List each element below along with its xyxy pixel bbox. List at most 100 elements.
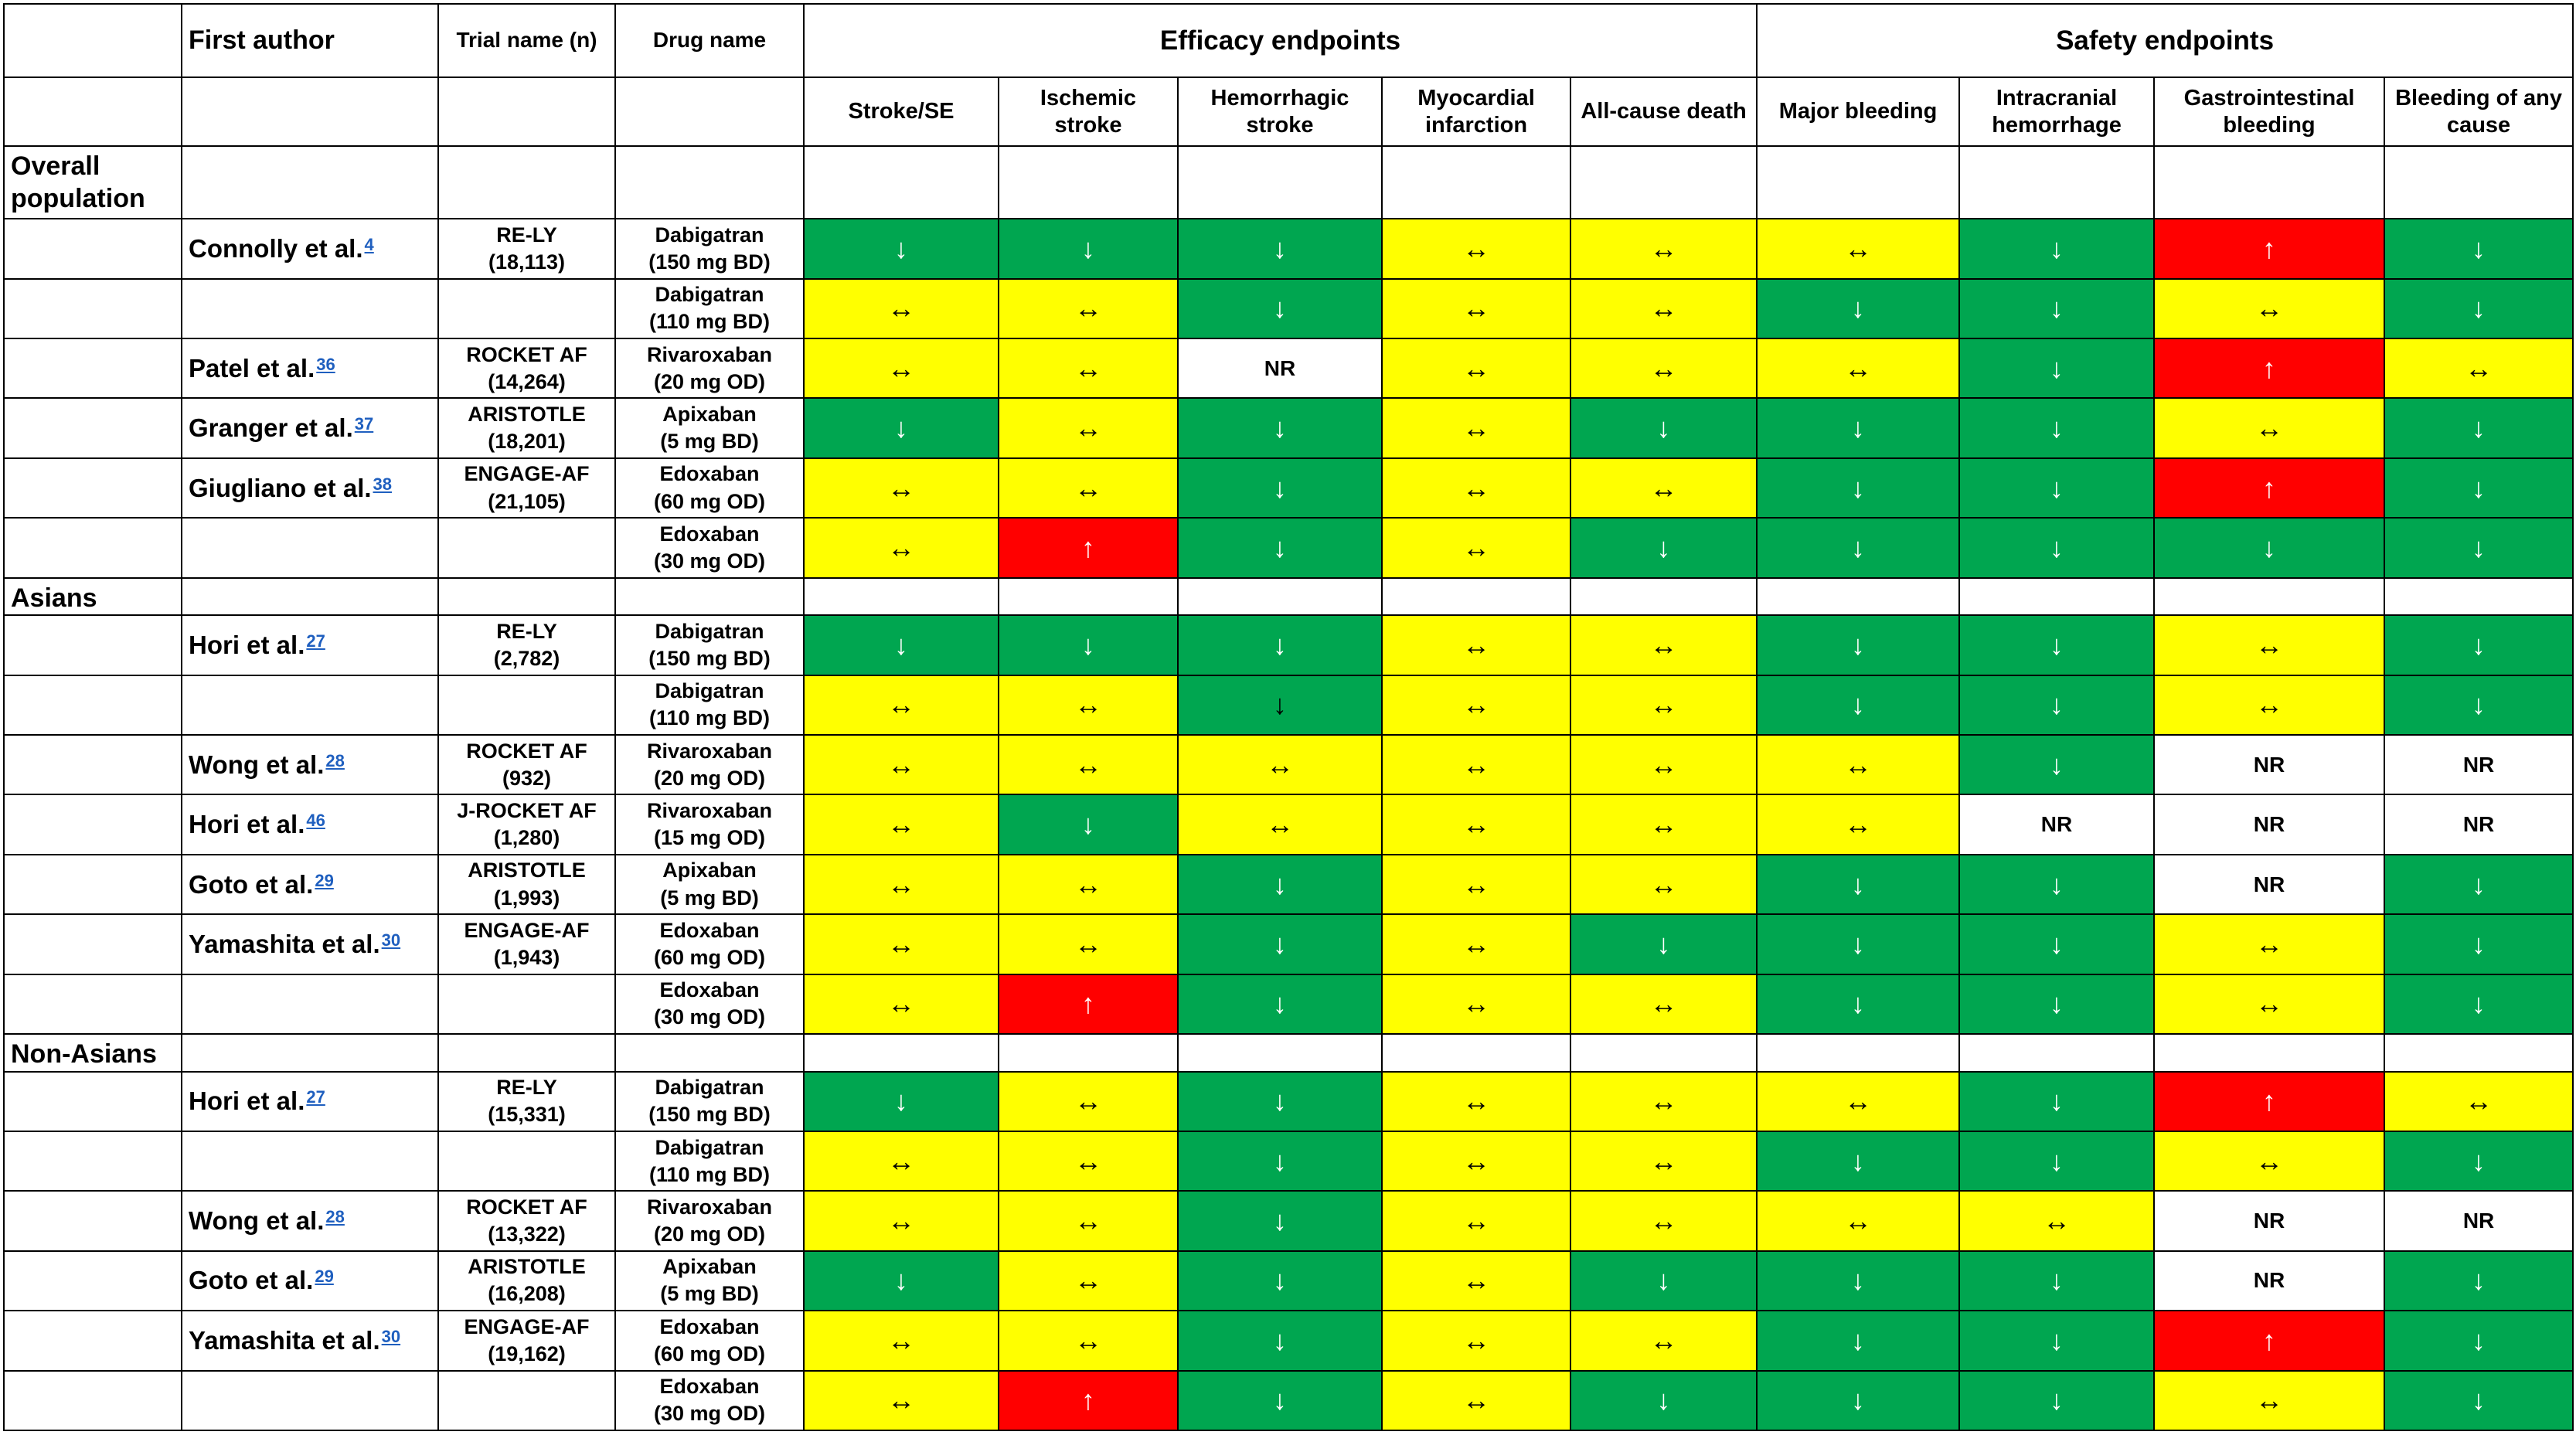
arrow-both-icon: ↔ (1266, 808, 1294, 841)
arrow-down-icon: ↓ (1851, 1384, 1866, 1416)
trial-name-cell: ARISTOTLE (16,208) (437, 1250, 616, 1312)
reference-link[interactable]: 30 (381, 1326, 401, 1346)
drug-name: Rivaroxaban (646, 1195, 773, 1219)
table-row: Goto et al.29 ARISTOTLE (16,208) Apixaban (5… (3, 1250, 2574, 1312)
endpoint-result-cell: ↓ (2384, 1131, 2574, 1192)
endpoint-result-cell: ↓ (1958, 614, 2156, 676)
trial-name-cell (437, 1369, 616, 1432)
arrow-up-icon: ↑ (2262, 352, 2277, 384)
endpoint-result-cell: ↓ (2384, 1310, 2574, 1372)
reference-link[interactable]: 4 (364, 235, 374, 255)
arrow-both-icon: ↔ (2255, 412, 2284, 444)
endpoint-result-cell: ↔ (998, 1310, 1179, 1372)
arrow-down-icon: ↓ (2050, 927, 2064, 960)
trial-n: (21,105) (488, 489, 566, 513)
reference-link[interactable]: 30 (381, 930, 401, 950)
drug-name-cell: Edoxaban (30 mg OD) (614, 1369, 805, 1432)
arrow-down-icon: ↓ (1851, 1144, 1866, 1177)
arrow-both-icon: ↔ (1844, 1085, 1873, 1117)
endpoint-result-cell: ↔ (998, 734, 1179, 796)
endpoint-result-cell: ↔ (1756, 1070, 1961, 1133)
endpoint-gastrointestinal-bleeding: Gastrointestinal bleeding (2153, 77, 2386, 147)
endpoint-result-cell: ↓ (803, 1250, 999, 1312)
arrow-down-icon: ↓ (2472, 531, 2486, 563)
drug-name: Dabigatran (655, 679, 764, 703)
drug-name-cell: Dabigatran (150 mg BD) (614, 614, 805, 676)
arrow-down-icon: ↓ (1273, 1085, 1287, 1117)
author-name: Yamashita et al. (189, 1325, 380, 1355)
endpoint-result-cell: ↓ (2384, 674, 2574, 736)
arrow-both-icon: ↔ (1649, 1205, 1678, 1237)
endpoint-result-cell: ↔ (1569, 734, 1758, 796)
section-empty-cell (437, 1032, 616, 1073)
endpoint-result-cell: ↓ (998, 794, 1179, 855)
endpoint-result-cell: ↓ (1177, 1070, 1383, 1133)
arrow-down-icon: ↓ (1273, 868, 1287, 900)
arrow-both-icon: ↔ (1649, 868, 1678, 900)
drug-name: Dabigatran (655, 619, 764, 643)
reference-link[interactable]: 36 (316, 354, 335, 374)
arrow-down-icon: ↓ (2050, 1264, 2064, 1297)
arrow-down-icon: ↓ (1656, 1264, 1671, 1297)
reference-link[interactable]: 29 (315, 870, 334, 890)
endpoint-result-cell: ↔ (1569, 277, 1758, 340)
endpoint-result-cell: ↓ (1958, 1310, 2156, 1372)
author-name: Goto et al. (189, 1266, 314, 1295)
first-author-cell: Hori et al.27 (181, 614, 439, 676)
arrow-both-icon: ↔ (2255, 629, 2284, 661)
arrow-down-icon: ↓ (2050, 531, 2064, 563)
reference-link[interactable]: 28 (325, 1207, 345, 1227)
drug-dose: (20 mg OD) (653, 766, 766, 790)
endpoint-result-cell: ↑ (2153, 338, 2386, 400)
endpoint-result-cell: ↓ (1756, 674, 1961, 736)
endpoint-result-cell: ↓ (1958, 913, 2156, 975)
endpoint-result-cell: ↔ (1381, 674, 1571, 736)
section-empty-cell (2384, 576, 2574, 617)
table-row: Edoxaban (30 mg OD) ↔ ↑ ↓ ↔ ↔ ↓ ↓ ↔ ↓ (3, 973, 2574, 1035)
reference-link[interactable]: 37 (354, 414, 374, 434)
arrow-down-icon: ↓ (1273, 1144, 1287, 1177)
arrow-down-icon: ↓ (894, 1085, 908, 1117)
arrow-both-icon: ↔ (1074, 927, 1102, 960)
endpoint-result-cell: ↔ (803, 1369, 999, 1432)
endpoint-result-cell: ↔ (1381, 913, 1571, 975)
arrow-both-icon: ↔ (1462, 629, 1490, 661)
endpoint-result-cell: ↔ (2384, 1070, 2574, 1133)
endpoint-result-cell: ↓ (1177, 1131, 1383, 1192)
arrow-both-icon: ↔ (1844, 352, 1873, 384)
reference-link[interactable]: 27 (306, 631, 325, 651)
endpoint-result-cell: ↔ (998, 674, 1179, 736)
endpoint-result-cell: NR (2153, 794, 2386, 855)
arrow-down-icon: ↓ (1273, 233, 1287, 265)
endpoint-result-cell: ↓ (1958, 517, 2156, 579)
arrow-up-icon: ↑ (1081, 1384, 1095, 1416)
arrow-down-icon: ↓ (1851, 531, 1866, 563)
endpoint-result-cell: ↓ (1177, 1310, 1383, 1372)
arrow-both-icon: ↔ (887, 352, 915, 384)
section-empty-cell (998, 145, 1179, 220)
table-row: Dabigatran (110 mg BD) ↔ ↔ ↓ ↔ ↔ ↓ ↓ ↔ ↓ (3, 674, 2574, 736)
comparison-table: First author Trial name (n) Drug name Ef… (3, 2, 2574, 1432)
reference-link[interactable]: 29 (315, 1267, 334, 1287)
first-author-cell: Giugliano et al.38 (181, 457, 439, 519)
endpoint-result-cell: ↓ (1756, 517, 1961, 579)
reference-link[interactable]: 28 (325, 750, 345, 770)
endpoint-result-cell: ↓ (1958, 1369, 2156, 1432)
endpoint-result-cell: ↓ (1756, 1310, 1961, 1372)
reference-link[interactable]: 46 (306, 811, 325, 831)
arrow-both-icon: ↔ (1462, 412, 1490, 444)
section-empty-cell (437, 145, 616, 220)
arrow-down-icon: ↓ (1273, 1264, 1287, 1297)
trial-name-cell: ROCKET AF (932) (437, 734, 616, 796)
endpoint-result-cell: ↔ (1381, 277, 1571, 340)
header-safety-endpoints: Safety endpoints (1756, 2, 2574, 79)
drug-dose: (5 mg BD) (660, 886, 759, 910)
reference-link[interactable]: 38 (373, 474, 393, 494)
row-spacer-cell (3, 218, 182, 280)
not-reported-label: NR (1264, 355, 1296, 380)
first-author-cell: Hori et al.46 (181, 794, 439, 855)
first-author-cell: Goto et al.29 (181, 1250, 439, 1312)
arrow-down-icon: ↓ (894, 1264, 908, 1297)
reference-link[interactable]: 27 (306, 1087, 325, 1107)
endpoint-result-cell: ↔ (1381, 1190, 1571, 1252)
